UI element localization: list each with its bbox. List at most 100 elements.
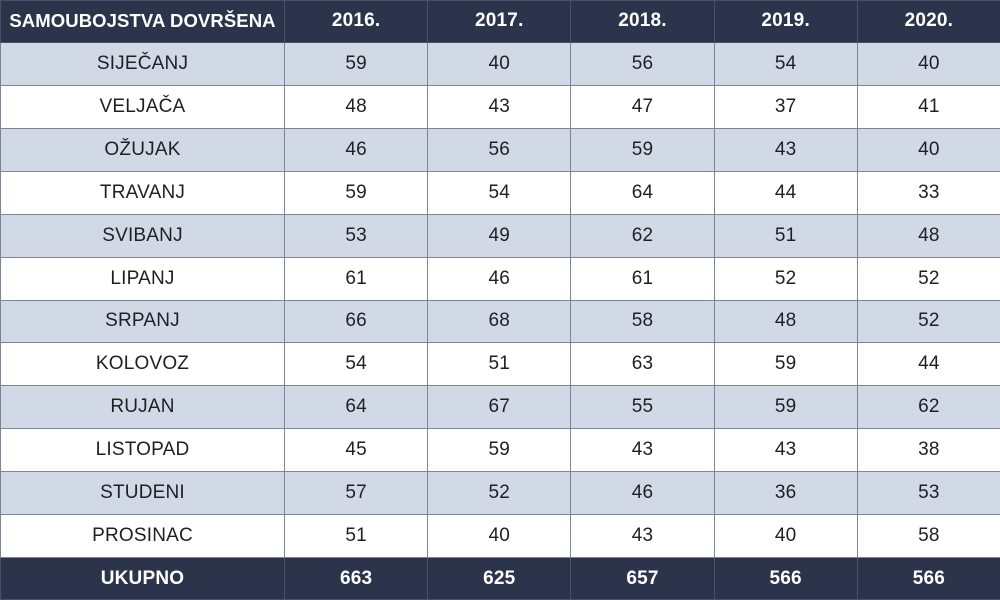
value-cell: 43 [570, 428, 715, 473]
total-label: UKUPNO [0, 557, 285, 600]
value-cell: 40 [856, 127, 1000, 172]
value-cell: 33 [856, 170, 1000, 215]
value-cell: 40 [427, 514, 572, 559]
value-cell: 41 [856, 84, 1000, 129]
value-cell: 54 [713, 41, 858, 86]
month-label: SVIBANJ [0, 213, 285, 258]
value-cell: 45 [283, 428, 429, 473]
value-cell: 59 [713, 342, 858, 387]
value-cell: 59 [570, 127, 715, 172]
value-cell: 52 [856, 256, 1000, 301]
table-row: PROSINAC 51 40 43 40 58 [0, 514, 1000, 559]
value-cell: 54 [283, 342, 429, 387]
value-cell: 52 [856, 299, 1000, 344]
value-cell: 59 [427, 428, 572, 473]
value-cell: 49 [427, 213, 572, 258]
value-cell: 46 [283, 127, 429, 172]
total-cell: 663 [283, 557, 429, 600]
month-label: KOLOVOZ [0, 342, 285, 387]
table-body: SIJEČANJ 59 40 56 54 40 VELJAČA 48 43 47 37 41 OŽUJA… [0, 41, 1000, 559]
table-row: SVIBANJ 53 49 62 51 48 [0, 213, 1000, 258]
value-cell: 53 [856, 471, 1000, 516]
table-row: STUDENI 57 52 46 36 53 [0, 471, 1000, 516]
value-cell: 46 [570, 471, 715, 516]
column-header-year: 2017. [427, 0, 572, 43]
column-header-year: 2019. [713, 0, 858, 43]
total-cell: 657 [570, 557, 715, 600]
value-cell: 40 [713, 514, 858, 559]
month-label: RUJAN [0, 385, 285, 430]
column-header-year: 2018. [570, 0, 715, 43]
value-cell: 48 [713, 299, 858, 344]
value-cell: 48 [856, 213, 1000, 258]
column-header-year: 2020. [856, 0, 1000, 43]
value-cell: 54 [427, 170, 572, 215]
value-cell: 67 [427, 385, 572, 430]
value-cell: 55 [570, 385, 715, 430]
value-cell: 66 [283, 299, 429, 344]
header-row: SAMOUBOJSTVA DOVRŠENA 2016. 2017. 2018. … [0, 0, 1000, 43]
month-label: SRPANJ [0, 299, 285, 344]
table-row: KOLOVOZ 54 51 63 59 44 [0, 342, 1000, 387]
value-cell: 43 [570, 514, 715, 559]
value-cell: 51 [713, 213, 858, 258]
table-row: OŽUJAK 46 56 59 43 40 [0, 127, 1000, 172]
value-cell: 43 [713, 127, 858, 172]
value-cell: 61 [283, 256, 429, 301]
month-label: VELJAČA [0, 84, 285, 129]
value-cell: 38 [856, 428, 1000, 473]
value-cell: 44 [713, 170, 858, 215]
value-cell: 51 [427, 342, 572, 387]
month-label: TRAVANJ [0, 170, 285, 215]
total-cell: 566 [713, 557, 858, 600]
value-cell: 37 [713, 84, 858, 129]
value-cell: 59 [283, 170, 429, 215]
value-cell: 36 [713, 471, 858, 516]
month-label: SIJEČANJ [0, 41, 285, 86]
value-cell: 40 [856, 41, 1000, 86]
value-cell: 64 [570, 170, 715, 215]
month-label: PROSINAC [0, 514, 285, 559]
value-cell: 58 [856, 514, 1000, 559]
value-cell: 44 [856, 342, 1000, 387]
value-cell: 68 [427, 299, 572, 344]
value-cell: 48 [283, 84, 429, 129]
value-cell: 62 [570, 213, 715, 258]
value-cell: 57 [283, 471, 429, 516]
value-cell: 46 [427, 256, 572, 301]
column-header-year: 2016. [283, 0, 429, 43]
value-cell: 56 [427, 127, 572, 172]
value-cell: 62 [856, 385, 1000, 430]
table-row: TRAVANJ 59 54 64 44 33 [0, 170, 1000, 215]
month-label: LISTOPAD [0, 428, 285, 473]
value-cell: 61 [570, 256, 715, 301]
value-cell: 47 [570, 84, 715, 129]
value-cell: 52 [427, 471, 572, 516]
column-header-category: SAMOUBOJSTVA DOVRŠENA [0, 0, 285, 43]
table-row: SRPANJ 66 68 58 48 52 [0, 299, 1000, 344]
month-label: STUDENI [0, 471, 285, 516]
value-cell: 58 [570, 299, 715, 344]
table-row: VELJAČA 48 43 47 37 41 [0, 84, 1000, 129]
value-cell: 59 [283, 41, 429, 86]
value-cell: 63 [570, 342, 715, 387]
month-label: OŽUJAK [0, 127, 285, 172]
value-cell: 56 [570, 41, 715, 86]
value-cell: 59 [713, 385, 858, 430]
table-row: LIPANJ 61 46 61 52 52 [0, 256, 1000, 301]
value-cell: 51 [283, 514, 429, 559]
table-row: SIJEČANJ 59 40 56 54 40 [0, 41, 1000, 86]
value-cell: 43 [713, 428, 858, 473]
table-row: RUJAN 64 67 55 59 62 [0, 385, 1000, 430]
total-cell: 625 [427, 557, 572, 600]
value-cell: 52 [713, 256, 858, 301]
total-cell: 566 [856, 557, 1000, 600]
table-row: LISTOPAD 45 59 43 43 38 [0, 428, 1000, 473]
month-label: LIPANJ [0, 256, 285, 301]
total-row: UKUPNO 663 625 657 566 566 [0, 557, 1000, 600]
value-cell: 40 [427, 41, 572, 86]
value-cell: 64 [283, 385, 429, 430]
value-cell: 43 [427, 84, 572, 129]
value-cell: 53 [283, 213, 429, 258]
